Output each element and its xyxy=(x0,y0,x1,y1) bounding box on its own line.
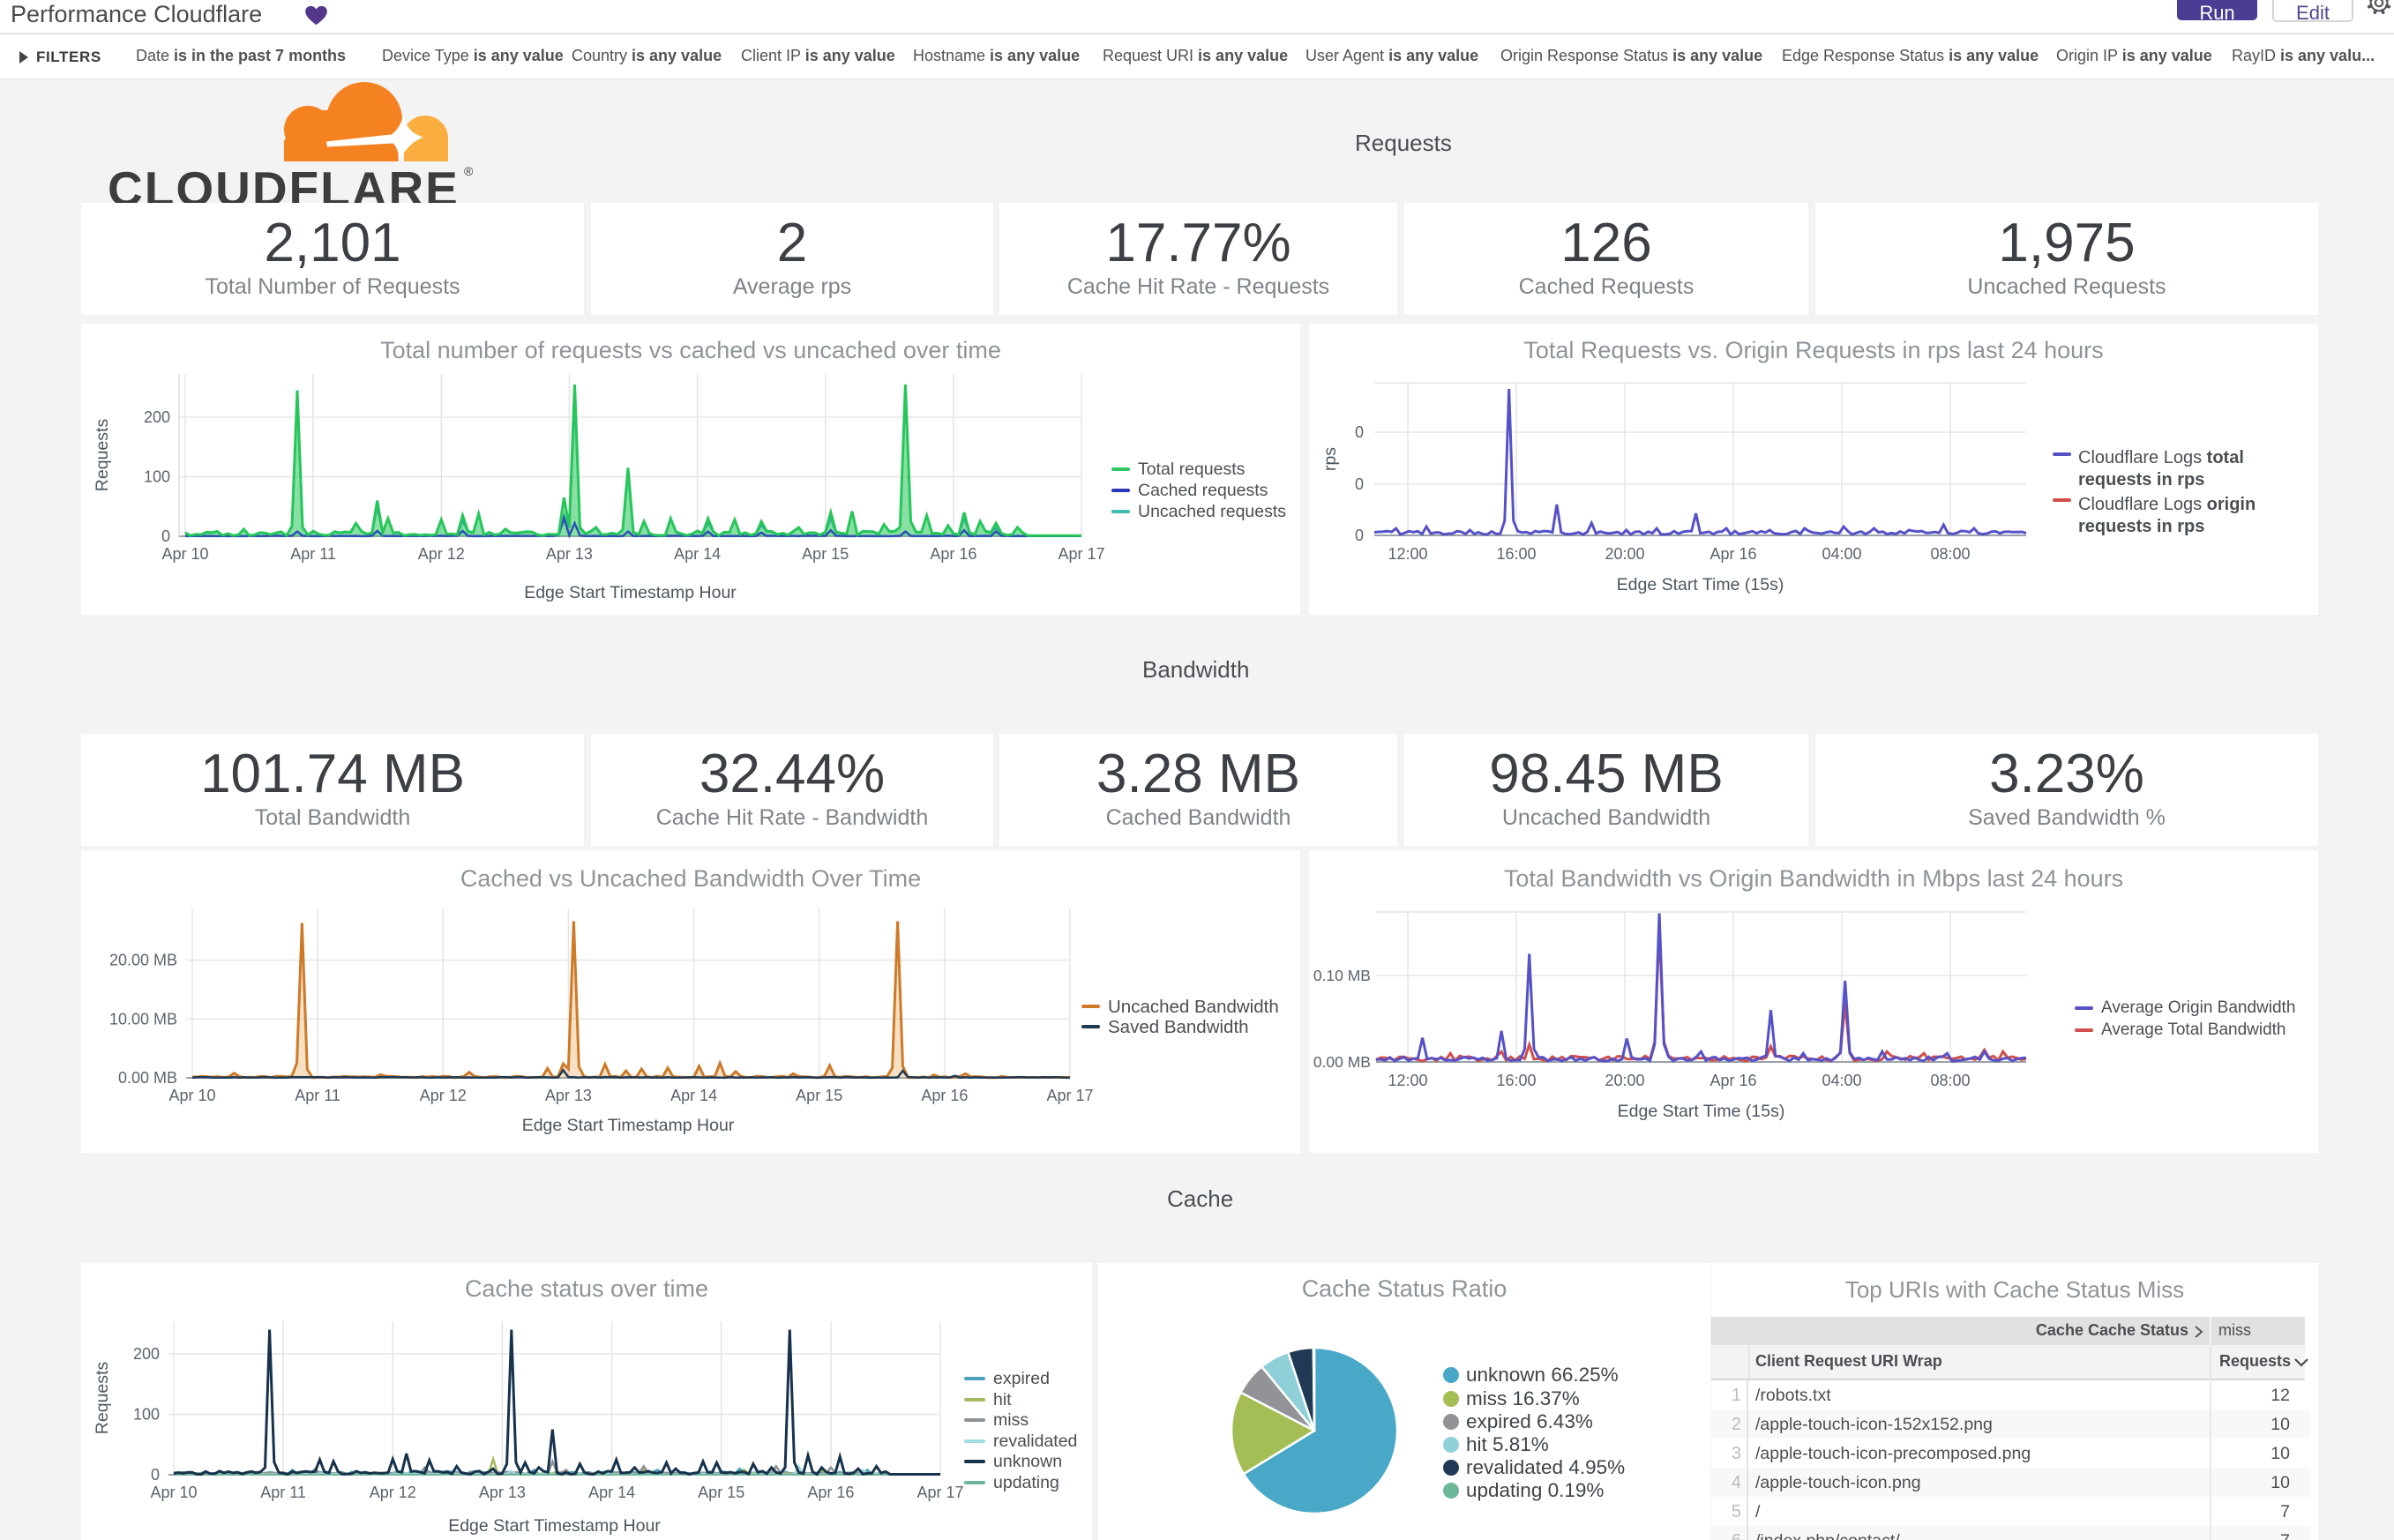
svg-text:Apr 11: Apr 11 xyxy=(290,545,336,563)
svg-text:rps: rps xyxy=(1320,447,1340,471)
svg-text:0.10 MB: 0.10 MB xyxy=(1313,967,1371,984)
svg-text:Apr 12: Apr 12 xyxy=(420,1087,467,1104)
svg-text:0: 0 xyxy=(161,527,170,545)
svg-text:04:00: 04:00 xyxy=(1822,1072,1861,1089)
svg-text:20:00: 20:00 xyxy=(1605,545,1644,563)
svg-text:Edge Start Time (15s): Edge Start Time (15s) xyxy=(1617,575,1784,594)
svg-text:Edge Start Time (15s): Edge Start Time (15s) xyxy=(1618,1102,1785,1121)
svg-text:20:00: 20:00 xyxy=(1605,1072,1644,1089)
svg-text:Apr 13: Apr 13 xyxy=(479,1484,526,1501)
svg-text:04:00: 04:00 xyxy=(1822,545,1861,563)
svg-text:Apr 10: Apr 10 xyxy=(150,1484,197,1501)
svg-text:Apr 10: Apr 10 xyxy=(161,545,208,563)
svg-text:Apr 17: Apr 17 xyxy=(916,1484,963,1501)
svg-text:Apr 11: Apr 11 xyxy=(260,1484,306,1501)
svg-text:16:00: 16:00 xyxy=(1496,1072,1536,1089)
svg-text:Apr 10: Apr 10 xyxy=(168,1087,215,1104)
svg-text:200: 200 xyxy=(133,1345,160,1363)
svg-text:0.00 MB: 0.00 MB xyxy=(1313,1053,1371,1071)
svg-text:Apr 17: Apr 17 xyxy=(1046,1087,1093,1104)
svg-text:0: 0 xyxy=(151,1466,160,1484)
svg-text:Apr 14: Apr 14 xyxy=(588,1484,635,1501)
svg-text:08:00: 08:00 xyxy=(1930,545,1970,563)
svg-text:®: ® xyxy=(464,164,474,178)
svg-text:Edge Start Timestamp Hour: Edge Start Timestamp Hour xyxy=(524,583,737,602)
svg-text:Apr 16: Apr 16 xyxy=(807,1484,854,1501)
svg-text:0: 0 xyxy=(1355,423,1364,441)
svg-text:Apr 11: Apr 11 xyxy=(295,1087,340,1104)
svg-text:Edge Start Timestamp Hour: Edge Start Timestamp Hour xyxy=(522,1116,735,1135)
svg-text:Apr 13: Apr 13 xyxy=(546,545,593,563)
svg-text:20.00 MB: 20.00 MB xyxy=(109,952,177,969)
svg-text:10.00 MB: 10.00 MB xyxy=(109,1010,177,1028)
svg-text:Apr 16: Apr 16 xyxy=(921,1087,968,1104)
svg-text:Apr 13: Apr 13 xyxy=(545,1087,592,1104)
svg-text:Apr 15: Apr 15 xyxy=(796,1087,842,1104)
svg-text:12:00: 12:00 xyxy=(1388,545,1427,563)
svg-text:Apr 12: Apr 12 xyxy=(370,1484,416,1501)
svg-text:100: 100 xyxy=(144,468,170,486)
svg-text:Apr 15: Apr 15 xyxy=(802,545,849,563)
svg-text:Apr 14: Apr 14 xyxy=(670,1087,717,1104)
svg-text:0.00 MB: 0.00 MB xyxy=(118,1069,177,1087)
svg-text:08:00: 08:00 xyxy=(1930,1072,1970,1089)
svg-text:0: 0 xyxy=(1355,475,1364,493)
svg-text:Requests: Requests xyxy=(93,419,112,492)
svg-text:Apr 12: Apr 12 xyxy=(418,545,465,563)
svg-text:16:00: 16:00 xyxy=(1496,545,1536,563)
svg-text:12:00: 12:00 xyxy=(1388,1072,1427,1089)
svg-text:Apr 16: Apr 16 xyxy=(1709,545,1756,563)
svg-text:Apr 17: Apr 17 xyxy=(1058,545,1104,563)
svg-text:100: 100 xyxy=(133,1406,160,1424)
svg-text:Apr 15: Apr 15 xyxy=(698,1484,744,1501)
svg-text:Apr 16: Apr 16 xyxy=(1709,1072,1756,1089)
svg-text:0: 0 xyxy=(1355,527,1364,544)
svg-text:Apr 14: Apr 14 xyxy=(674,545,721,563)
svg-text:200: 200 xyxy=(144,408,170,426)
svg-text:Apr 16: Apr 16 xyxy=(930,545,976,563)
svg-text:Edge Start Timestamp Hour: Edge Start Timestamp Hour xyxy=(448,1516,661,1536)
svg-text:Requests: Requests xyxy=(93,1362,112,1435)
